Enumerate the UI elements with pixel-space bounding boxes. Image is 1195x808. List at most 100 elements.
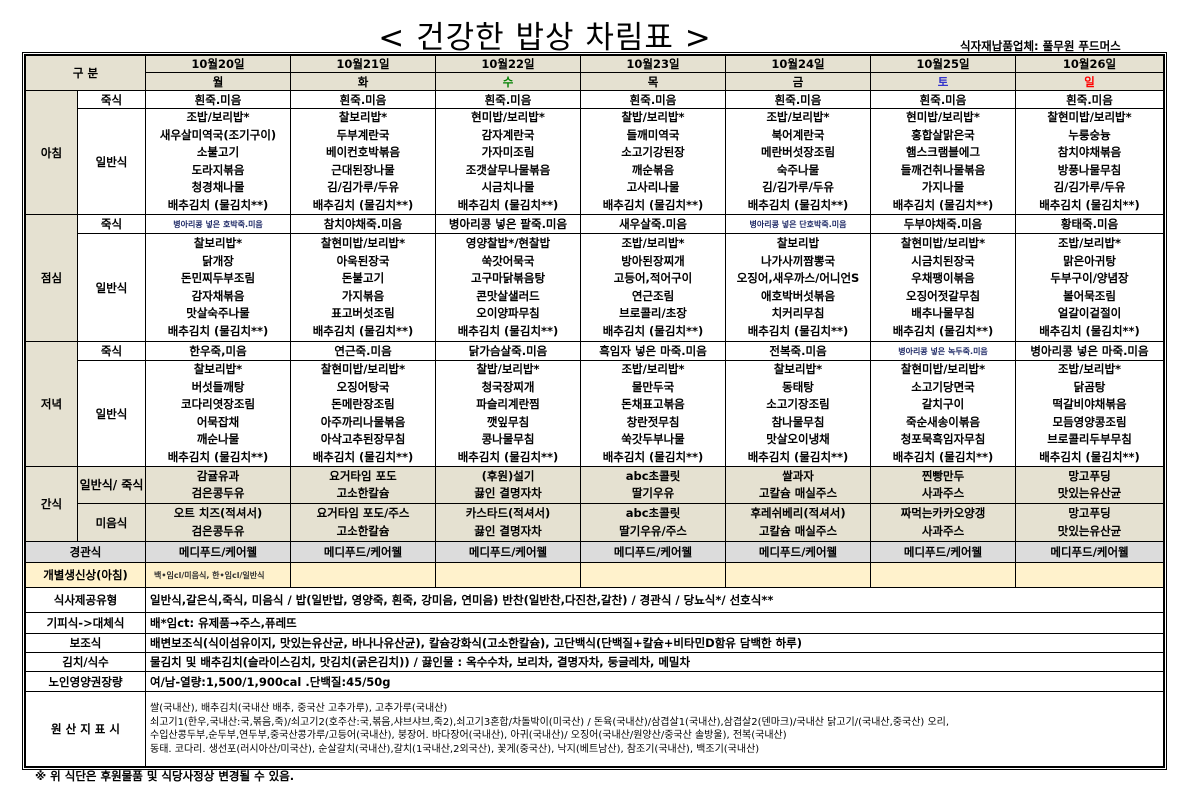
snack-puree-label: 미음식 <box>76 503 147 542</box>
regular-menu-cell: 찰현미밥/보리밥* 오징어탕국 돈메란장조림 아주까리나물볶음 아삭고추된장무침 배추김치… <box>290 360 437 467</box>
menu-item: 찰밥/보리밥* <box>476 362 540 376</box>
porridge-cell: 흰죽.미음 <box>870 90 1017 109</box>
menu-item: 찰현미밥/보리밥* <box>900 362 986 376</box>
day-weekday: 금 <box>725 72 872 91</box>
menu-item: 배추김치 (물김치**) <box>892 323 994 338</box>
menu-item: 찰현미밥/보리밥* <box>320 236 406 250</box>
day-weekday: 화 <box>290 72 437 91</box>
porridge-cell: 새우살죽.미음 <box>580 214 727 234</box>
snack-item: abc초콜릿 <box>625 506 681 520</box>
birthday-cell <box>580 562 727 588</box>
snack-cell: 감귤유과 검은콩두유 <box>145 466 292 504</box>
table-row: 기피식->대체식 배*임ct: 유제품→주스,퓨레뜨 <box>24 612 1165 634</box>
porridge-label: 죽식 <box>76 341 147 361</box>
menu-item: 애호박버섯볶음 <box>760 288 836 303</box>
menu-item: 찰보리밥 <box>776 236 820 250</box>
menu-item: 연근조림 <box>631 288 675 303</box>
menu-item: 청경채나물 <box>191 180 245 194</box>
menu-item: 소고기강된장 <box>621 145 685 159</box>
porridge-label: 죽식 <box>76 90 147 109</box>
porridge-cell: 병아리콩 넣은 단호박죽.미음 <box>725 214 872 234</box>
snack-item: 망고푸딩 <box>1068 468 1111 483</box>
menu-item: 시금치된장국 <box>911 253 975 268</box>
snack-item: (후원)설기 <box>481 468 535 483</box>
menu-item: 찰보리밥* <box>338 110 388 124</box>
table-row: 간식 일반식/ 죽식 감귤유과 검은콩두유 요거타임 포도 고소한칼슘 (후원)설기 끓인 결… <box>25 466 1165 542</box>
regular-menu-cell: 찰현미밥/보리밥* 누룽숭늉 참치야채볶음 방풍나물무침 김/김가루/두유 배추김치 (물… <box>1015 108 1165 215</box>
birthday-label: 개별생신상(아침) <box>24 562 147 588</box>
info-label: 노인영양권장량 <box>24 671 147 692</box>
porridge-cell: 연근죽.미음 <box>290 341 437 361</box>
menu-item: 조밥/보리밥* <box>621 362 685 376</box>
menu-item: 코다리엿장조림 <box>180 397 256 411</box>
porridge-label: 죽식 <box>76 214 147 234</box>
regular-menu-cell: 조밥/보리밥* 북어계란국 메란버섯장조림 숙주나물 김/김가루/두유 배추김치 (물김치… <box>725 108 872 215</box>
snack-cell: 망고푸딩 맛있는유산균 <box>1015 466 1165 504</box>
menu-item: 표고버섯조림 <box>331 306 395 320</box>
menu-item: 배추김치 (물김치**) <box>602 323 704 338</box>
menu-item: 갈치구이 <box>921 397 965 411</box>
info-text: 일반식,갈은식,죽식, 미음식 / 밥(일반밥, 영양죽, 흰죽, 강미음, 연… <box>145 587 1165 613</box>
table-row: 노인영양권장량 여/남-열량:1,500/1,900cal .단백질:45/50g <box>24 671 1165 692</box>
info-text: 물김치 및 배추김치(슬라이스김치, 맛김치(굵은김치)) / 끓인물 : 옥수… <box>145 652 1165 672</box>
day-weekday: 일 <box>1015 72 1165 91</box>
regular-menu-cell: 찰보리밥* 동태탕 소고기장조림 참나물무침 맛살오이냉채 배추김치 (물김치**) <box>725 360 872 467</box>
menu-item: 깨순볶음 <box>631 162 675 177</box>
menu-item: 배추김치 (물김치**) <box>312 197 414 212</box>
menu-item: 들깨건취나물볶음 <box>900 162 986 177</box>
table-row: 일반식 찰보리밥* 버섯들깨탕 코다리엿장조림 어묵잡채 깨순나물 배추김치 (물김치**)… <box>26 360 1165 467</box>
menu-item: 누룽숭늉 <box>1068 127 1111 142</box>
menu-item: 배추김치 (물김치**) <box>602 449 704 464</box>
table-row: 구 분 10월20일 10월21일 10월22일 10월23일 10월24일 10월25일 1… <box>24 55 1165 91</box>
menu-item: 배추김치 (물김치**) <box>747 449 849 464</box>
menu-item: 조밥/보리밥* <box>1057 236 1122 250</box>
day-date: 10월24일 <box>725 55 872 73</box>
menu-item: 햄스크램블에그 <box>905 145 981 159</box>
day-date: 10월22일 <box>435 55 582 73</box>
origin-line: 수입산콩두부,순두부,연두부,중국산콩가루/고등어(국내산), 붕장어. 바다장… <box>150 730 787 741</box>
meal-label: 아침 <box>25 90 78 215</box>
menu-item: 아욱된장국 <box>336 253 390 268</box>
menu-item: 고구마닭볶음탕 <box>470 271 546 285</box>
menu-item: 창란젓무침 <box>626 414 680 429</box>
menu-item: 배추김치 (물김치**) <box>747 323 849 338</box>
snack-item: 요거타임 포도/주스 <box>316 506 410 520</box>
menu-item: 쑥갓어묵국 <box>481 253 535 268</box>
porridge-cell: 병아리콩 넣은 마죽.미음 <box>1015 341 1165 361</box>
info-text: 배변보조식(식이섬유이지, 맛있는유산균, 바나나유산균), 칼슘강화식(고소한… <box>145 633 1165 653</box>
menu-item: 배추김치 (물김치**) <box>457 449 559 464</box>
porridge-cell: 전복죽.미음 <box>725 341 872 361</box>
regular-menu-cell: 찰보리밥 나가사끼짬뽕국 오징어,새우까스/어니언S 애호박버섯볶음 치커리무침 배추김치… <box>725 233 872 342</box>
menu-item: 배추김치 (물김치**) <box>167 449 269 464</box>
menu-item: 감자채볶음 <box>191 288 245 303</box>
menu-item: 배추김치 (물김치**) <box>892 449 994 464</box>
menu-item: 베이컨호박볶음 <box>325 145 401 159</box>
menu-item: 얼갈이겉절이 <box>1057 306 1122 320</box>
menu-item: 치커리무침 <box>771 306 825 320</box>
menu-item: 오징어탕국 <box>336 379 390 394</box>
regular-menu-cell: 현미밥/보리밥* 홍합살맑은국 햄스크램블에그 들깨건취나물볶음 가지나물 배추김치 (물… <box>870 108 1017 215</box>
snack-cell: 카스타드(적셔서) 끓인 결명자차 <box>435 503 582 542</box>
snack-cell: 후레쉬베리(적셔서) 고칼슘 매실주스 <box>725 503 872 542</box>
regular-menu-cell: 조밥/보리밥* 새우살미역국(조기구이) 소불고기 도라지볶음 청경채나물 배추김치 (물… <box>145 108 292 215</box>
snack-item: 고소한칼슘 <box>336 523 390 538</box>
tube-feed-label: 경관식 <box>24 541 147 563</box>
menu-item: 고사리나물 <box>626 180 680 194</box>
regular-menu-cell: 찰보리밥* 버섯들깨탕 코다리엿장조림 어묵잡채 깨순나물 배추김치 (물김치**) <box>145 360 292 467</box>
porridge-cell: 참치야채죽.미음 <box>290 214 437 234</box>
menu-item: 떡갈비야채볶음 <box>1052 397 1127 411</box>
menu-item: 참치야채볶음 <box>1057 145 1122 159</box>
menu-item: 돈불고기 <box>341 271 385 285</box>
menu-item: 맛살숙주나물 <box>186 306 250 320</box>
origin-line: 쌀(국내산), 배추김치(국내산 배추, 중국산 고추가루), 고추가루(국내산… <box>150 703 448 714</box>
porridge-cell: 흑임자 넣은 마죽.미음 <box>580 341 727 361</box>
menu-item: 들깨미역국 <box>626 127 680 142</box>
regular-menu-cell: 조밥/보리밥* 맑은아귀탕 두부구이/양념장 볼어묵조림 얼갈이겉절이 배추김치 (물김치… <box>1015 233 1165 342</box>
birthday-cell <box>290 562 437 588</box>
menu-item: 현미밥/보리밥* <box>906 110 980 124</box>
info-text: 여/남-열량:1,500/1,900cal .단백질:45/50g <box>145 671 1165 692</box>
menu-item: 모듬영양콩조림 <box>1052 414 1127 429</box>
menu-item: 나가사끼짬뽕국 <box>760 253 836 268</box>
snack-item: 카스타드(적셔서) <box>465 506 551 520</box>
